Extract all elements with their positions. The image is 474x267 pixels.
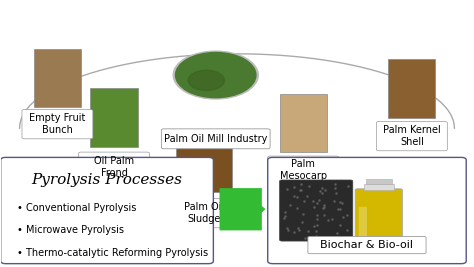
FancyBboxPatch shape [376,121,447,151]
Point [325,218,332,223]
Point [313,229,320,233]
Point [293,206,301,210]
Point [305,229,312,233]
Point [298,182,305,187]
FancyBboxPatch shape [364,184,394,190]
FancyBboxPatch shape [359,207,367,240]
FancyBboxPatch shape [355,189,402,244]
Point [320,213,328,218]
Point [320,203,328,207]
Point [336,207,344,212]
Point [300,212,307,216]
Point [298,219,306,224]
Point [297,187,304,192]
Circle shape [173,51,258,99]
Text: • Thermo-catalytic Reforming Pyrolysis: • Thermo-catalytic Reforming Pyrolysis [17,248,209,258]
FancyBboxPatch shape [280,180,353,241]
FancyBboxPatch shape [36,75,79,104]
Point [330,199,337,203]
FancyBboxPatch shape [268,158,466,264]
Point [300,199,307,203]
FancyBboxPatch shape [391,85,433,115]
Point [290,229,298,234]
Point [333,231,340,235]
Point [284,228,292,232]
FancyBboxPatch shape [308,236,426,254]
Point [313,223,321,227]
FancyBboxPatch shape [168,199,239,228]
Text: Palm Kernel
Shell: Palm Kernel Shell [383,125,441,147]
Point [301,236,309,240]
Point [290,194,298,199]
Point [313,201,321,205]
Text: Palm Oil Mill Industry: Palm Oil Mill Industry [164,134,267,144]
Point [339,215,346,219]
FancyBboxPatch shape [268,156,338,196]
FancyBboxPatch shape [366,179,392,184]
Point [315,198,323,202]
Point [333,235,341,239]
Point [303,194,311,198]
Point [319,206,327,210]
Point [319,186,326,190]
Point [286,203,294,208]
Text: • Conventional Pyrolysis: • Conventional Pyrolysis [17,203,137,213]
Point [331,186,338,190]
Circle shape [175,53,256,98]
Point [304,235,311,239]
Point [305,184,313,189]
Point [313,212,320,217]
FancyBboxPatch shape [0,158,213,264]
Text: Pyrolysis Processes: Pyrolysis Processes [32,173,182,187]
Point [318,191,326,195]
Point [335,207,342,211]
Point [295,228,302,232]
Point [281,210,289,214]
Circle shape [188,70,224,91]
FancyBboxPatch shape [91,88,138,147]
FancyBboxPatch shape [178,160,229,189]
FancyBboxPatch shape [175,134,232,192]
Point [343,213,350,217]
Text: Palm Oil
Sludge: Palm Oil Sludge [184,202,224,224]
Point [310,224,318,229]
Point [344,184,352,188]
Point [337,200,344,204]
Point [333,191,340,195]
Point [313,217,320,221]
Point [291,184,298,189]
FancyBboxPatch shape [93,115,136,144]
Point [294,226,302,230]
Point [281,214,288,218]
FancyBboxPatch shape [280,94,327,152]
FancyBboxPatch shape [282,120,324,149]
Point [310,205,318,209]
Text: Biochar & Bio-oil: Biochar & Bio-oil [320,240,413,250]
Point [296,187,304,192]
Point [316,189,323,193]
Text: Oil Palm
Frond: Oil Palm Frond [94,156,134,178]
Point [312,234,320,238]
FancyBboxPatch shape [34,49,81,107]
Point [283,187,291,191]
Point [336,223,344,227]
Point [321,188,329,192]
Text: Palm
Mesocarp
Fiber: Palm Mesocarp Fiber [280,159,327,193]
Point [337,201,345,205]
Point [293,194,301,199]
Point [309,199,317,204]
Point [344,228,351,233]
Text: Empty Fruit
Bunch: Empty Fruit Bunch [29,113,86,135]
FancyBboxPatch shape [388,59,436,117]
Point [283,226,291,230]
Point [281,215,288,220]
Text: • Microwave Pyrolysis: • Microwave Pyrolysis [17,225,124,235]
Point [328,217,336,221]
FancyBboxPatch shape [22,109,93,139]
FancyBboxPatch shape [79,152,150,181]
Point [331,182,339,187]
FancyBboxPatch shape [161,129,270,149]
Point [320,205,328,209]
